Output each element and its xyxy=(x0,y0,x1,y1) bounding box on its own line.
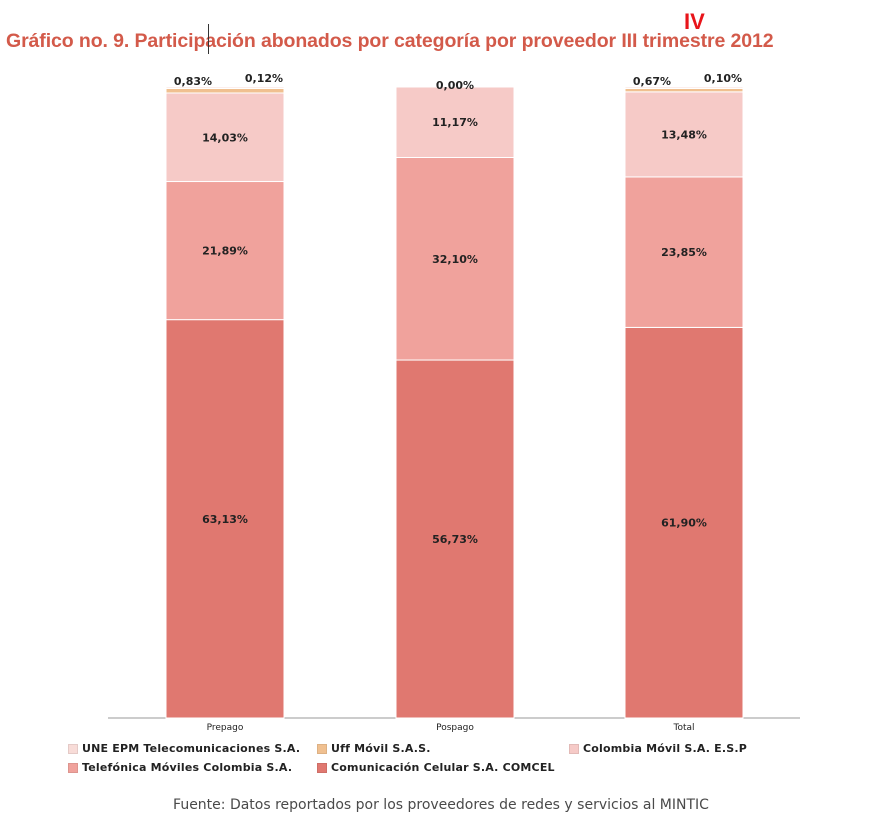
data-label: 23,85% xyxy=(661,246,707,259)
data-label: 0,00% xyxy=(436,79,474,92)
legend-label: Colombia Móvil S.A. E.S.P xyxy=(583,742,748,755)
x-tick-label: Prepago xyxy=(207,723,244,733)
bar-segment xyxy=(624,326,744,719)
legend-swatch xyxy=(317,762,327,773)
text-cursor xyxy=(208,24,209,54)
legend-label: Comunicación Celular S.A. COMCEL xyxy=(331,761,555,774)
x-tick-label: Total xyxy=(672,723,694,733)
bar-segment xyxy=(165,86,285,89)
legend-item: UNE EPM Telecomunicaciones S.A. xyxy=(68,742,300,755)
legend-swatch xyxy=(68,743,78,754)
legend-item: Telefónica Móviles Colombia S.A. xyxy=(68,761,292,774)
legend-swatch xyxy=(68,762,78,773)
bar-segment xyxy=(395,156,515,361)
data-label: 0,83% xyxy=(174,75,212,88)
data-label: 32,10% xyxy=(432,253,478,266)
legend-label: UNE EPM Telecomunicaciones S.A. xyxy=(82,742,301,755)
data-label: 0,10% xyxy=(704,72,742,85)
bar-segment xyxy=(165,92,285,183)
data-label: 0,12% xyxy=(245,72,283,85)
data-label: 0,67% xyxy=(633,75,671,88)
data-label: 14,03% xyxy=(202,131,248,144)
bar-segment xyxy=(624,176,744,328)
stacked-bar-chart: 63,13% 21,89% 14,03% 0,83% 0,12% Prepago 56,73… xyxy=(108,72,800,733)
bar-segment xyxy=(165,181,285,321)
legend-label: Telefónica Móviles Colombia S.A. xyxy=(82,761,293,774)
bar-segment xyxy=(624,86,744,89)
bar-segment xyxy=(165,319,285,719)
bar-segment xyxy=(395,86,515,158)
legend-item: Colombia Móvil S.A. E.S.P xyxy=(569,742,747,755)
data-label: 21,89% xyxy=(202,245,248,258)
legend-item: Comunicación Celular S.A. COMCEL xyxy=(317,761,555,774)
legend-label: Uff Móvil S.A.S. xyxy=(331,742,431,755)
legend-item: Uff Móvil S.A.S. xyxy=(317,742,431,755)
data-label: 61,90% xyxy=(661,517,707,530)
source-note: Fuente: Datos reportados por los proveed… xyxy=(173,797,709,813)
title-overlay-annotation: IV xyxy=(684,9,705,34)
data-label: 56,73% xyxy=(432,533,478,546)
data-label: 11,17% xyxy=(432,116,478,129)
data-label: 63,13% xyxy=(202,513,248,526)
data-label: 13,48% xyxy=(661,128,707,141)
legend-swatch xyxy=(317,743,327,754)
legend-swatch xyxy=(569,743,579,754)
x-tick-label: Pospago xyxy=(436,723,474,733)
chart-title: Gráfico no. 9. Participación abonados po… xyxy=(6,30,774,52)
bar-segment xyxy=(395,359,515,719)
